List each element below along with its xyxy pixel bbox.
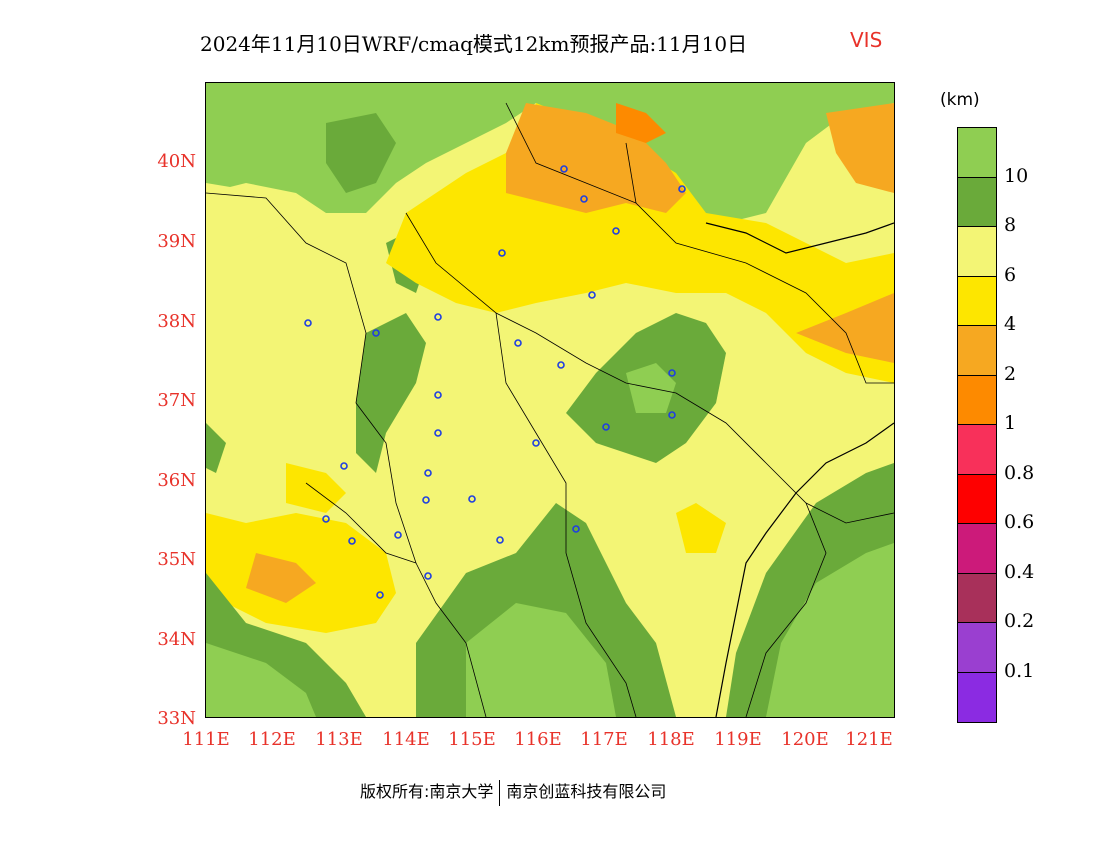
vis-zone-8-10 xyxy=(326,113,396,193)
copyright-company: 南京创蓝科技有限公司 xyxy=(506,782,667,801)
lon-label: 118E xyxy=(647,729,695,750)
legend-color-cell xyxy=(958,524,996,574)
station-marker xyxy=(468,495,476,503)
lat-label: 39N xyxy=(157,231,196,252)
legend-tick-label: 0.8 xyxy=(1004,461,1035,484)
legend-tick-label: 0.1 xyxy=(1004,659,1035,682)
lon-label: 114E xyxy=(382,729,430,750)
station-marker xyxy=(304,319,312,327)
station-marker xyxy=(532,439,540,447)
visibility-map xyxy=(205,82,895,718)
lon-label: 117E xyxy=(580,729,628,750)
lon-label: 112E xyxy=(248,729,296,750)
vis-zone-10plus xyxy=(206,643,316,717)
station-marker xyxy=(434,429,442,437)
vis-zone-10plus xyxy=(466,603,616,717)
legend-unit: (km) xyxy=(940,90,980,110)
station-marker xyxy=(434,391,442,399)
color-legend xyxy=(957,127,997,723)
station-marker xyxy=(434,313,442,321)
legend-color-cell xyxy=(958,227,996,277)
vis-zone-8-10 xyxy=(206,423,226,473)
lon-label: 111E xyxy=(182,729,230,750)
legend-color-cell xyxy=(958,474,996,524)
lat-label: 36N xyxy=(157,470,196,491)
station-marker xyxy=(580,195,588,203)
lon-label: 120E xyxy=(781,729,829,750)
title-text: 2024年11月10日WRF/cmaq模式12km预报产品:11月10日 xyxy=(200,32,748,56)
station-marker xyxy=(372,329,380,337)
copyright-divider xyxy=(499,779,501,806)
station-marker xyxy=(668,369,676,377)
legend-color-cell xyxy=(958,276,996,326)
vis-zone-2-4 xyxy=(796,293,894,363)
lat-label: 38N xyxy=(157,311,196,332)
station-marker xyxy=(602,423,610,431)
legend-color-cell xyxy=(958,177,996,227)
lat-label: 33N xyxy=(157,708,196,729)
coastline xyxy=(705,222,894,717)
legend-tick-label: 0.4 xyxy=(1004,560,1035,583)
station-marker xyxy=(668,411,676,419)
legend-color-cell xyxy=(958,375,996,425)
station-marker xyxy=(322,515,330,523)
lat-label: 34N xyxy=(157,629,196,650)
legend-color-cell xyxy=(958,623,996,673)
station-marker xyxy=(340,462,348,470)
lat-label: 35N xyxy=(157,549,196,570)
station-marker xyxy=(348,537,356,545)
station-marker xyxy=(424,469,432,477)
vis-zone-10plus xyxy=(766,543,894,717)
legend-color-cell xyxy=(958,326,996,376)
station-marker xyxy=(422,496,430,504)
station-marker xyxy=(498,249,506,257)
copyright-footer: 版权所有:南京大学 南京创蓝科技有限公司 xyxy=(360,778,666,806)
legend-tick-label: 2 xyxy=(1004,362,1017,385)
map-title: 2024年11月10日WRF/cmaq模式12km预报产品:11月10日 VIS xyxy=(0,28,1100,58)
station-marker xyxy=(514,339,522,347)
map-canvas xyxy=(206,83,894,717)
province-boundaries xyxy=(206,102,894,717)
station-marker xyxy=(394,531,402,539)
vis-zone-8-10 xyxy=(356,313,426,473)
station-marker xyxy=(496,536,504,544)
legend-tick-label: 10 xyxy=(1004,164,1029,187)
station-markers xyxy=(304,165,686,599)
legend-color-cell xyxy=(958,672,996,722)
legend-color-cell xyxy=(958,128,996,178)
station-marker xyxy=(612,227,620,235)
lon-label: 113E xyxy=(315,729,363,750)
legend-tick-label: 8 xyxy=(1004,214,1017,236)
lon-label: 116E xyxy=(514,729,562,750)
station-marker xyxy=(424,572,432,580)
station-marker xyxy=(557,361,565,369)
legend-tick-label: 6 xyxy=(1004,263,1017,286)
station-marker xyxy=(678,185,686,193)
vis-zone-1-2 xyxy=(616,103,666,143)
variable-name: VIS xyxy=(850,28,883,52)
lat-label: 37N xyxy=(157,390,196,411)
vis-zone-2-4 xyxy=(506,103,686,213)
lat-label: 40N xyxy=(157,151,196,172)
station-marker xyxy=(560,165,568,173)
lon-label: 121E xyxy=(845,729,893,750)
vis-zone-4-6 xyxy=(676,503,726,553)
station-marker xyxy=(588,291,596,299)
lon-label: 115E xyxy=(448,729,496,750)
station-marker xyxy=(376,591,384,599)
lon-label: 119E xyxy=(714,729,762,750)
vis-zone-2-4 xyxy=(826,103,894,193)
vis-zone-4-6 xyxy=(286,463,346,513)
legend-tick-label: 4 xyxy=(1004,313,1017,335)
legend-tick-label: 0.2 xyxy=(1004,610,1035,632)
legend-tick-label: 1 xyxy=(1004,412,1017,434)
copyright-owner: 版权所有:南京大学 xyxy=(360,782,494,801)
legend-color-cell xyxy=(958,425,996,475)
legend-color-cell xyxy=(958,573,996,623)
legend-tick-label: 0.6 xyxy=(1004,511,1035,533)
station-marker xyxy=(572,525,580,533)
vis-zone-2-4 xyxy=(246,553,316,603)
